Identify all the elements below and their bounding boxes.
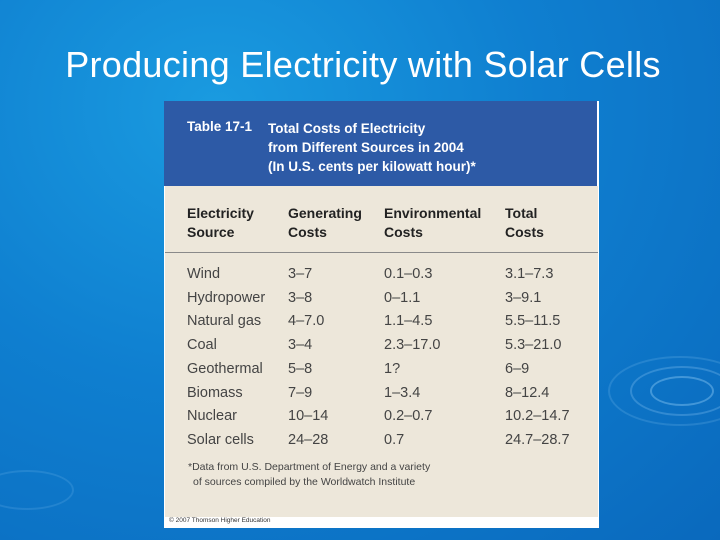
cell-source: Biomass [187, 384, 243, 401]
cell-generating-cost: 4–7.0 [288, 313, 325, 330]
table-body: Electricity Source Generating Costs Envi… [165, 186, 598, 517]
cell-environmental-cost: 2.3–17.0 [384, 337, 441, 354]
table-title: Total Costs of Electricity from Differen… [268, 119, 476, 176]
cell-environmental-cost: 0.7 [384, 431, 405, 448]
table-row: Wind 3–7 0.1–0.3 3.1–7.3 [165, 266, 598, 290]
table-title-line: from Different Sources in 2004 [268, 140, 464, 155]
cell-generating-cost: 7–9 [288, 384, 313, 401]
cell-total-cost: 10.2–14.7 [505, 408, 570, 425]
table-title-line: (In U.S. cents per kilowatt hour)* [268, 159, 476, 174]
table-row: Natural gas 4–7.0 1.1–4.5 5.5–11.5 [165, 313, 598, 337]
cell-environmental-cost: 0.2–0.7 [384, 408, 433, 425]
table-title-line: Total Costs of Electricity [268, 121, 426, 136]
cell-total-cost: 24.7–28.7 [505, 431, 570, 448]
cell-source: Wind [187, 266, 221, 282]
footnote-line: *Data from U.S. Department of Energy and… [188, 461, 431, 473]
footnote: *Data from U.S. Department of Energy and… [188, 460, 430, 490]
cell-generating-cost: 3–8 [288, 289, 313, 306]
table-label: Table 17-1 [187, 119, 253, 134]
water-ripple-decoration [608, 356, 720, 426]
copyright-notice: © 2007 Thomson Higher Education [169, 517, 271, 524]
cell-total-cost: 6–9 [505, 360, 530, 377]
cell-environmental-cost: 1.1–4.5 [384, 313, 433, 330]
table-card: Table 17-1 Total Costs of Electricity fr… [164, 101, 599, 528]
cell-total-cost: 8–12.4 [505, 384, 550, 401]
table-row: Hydropower 3–8 0–1.1 3–9.1 [165, 290, 598, 314]
header-divider [165, 252, 598, 253]
cell-source: Hydropower [187, 289, 266, 306]
cell-generating-cost: 24–28 [288, 431, 329, 448]
cell-source: Solar cells [187, 431, 254, 448]
cell-source: Geothermal [187, 360, 263, 377]
cell-generating-cost: 3–7 [288, 266, 313, 282]
cell-total-cost: 3.1–7.3 [505, 266, 554, 282]
table-row: Coal 3–4 2.3–17.0 5.3–21.0 [165, 337, 598, 361]
column-header-source: Electricity Source [187, 205, 254, 240]
cell-environmental-cost: 0–1.1 [384, 289, 421, 306]
cell-environmental-cost: 0.1–0.3 [384, 266, 433, 282]
cell-environmental-cost: 1? [384, 360, 401, 377]
column-header-total: Total Costs [505, 205, 544, 240]
cell-generating-cost: 10–14 [288, 408, 329, 425]
cell-source: Nuclear [187, 408, 237, 425]
cell-generating-cost: 5–8 [288, 360, 313, 377]
cell-total-cost: 5.5–11.5 [505, 313, 561, 330]
table-row: Geothermal 5–8 1? 6–9 [165, 361, 598, 385]
cell-source: Natural gas [187, 313, 262, 330]
table-row: Solar cells 24–28 0.7 24.7–28.7 [165, 432, 598, 456]
cell-source: Coal [187, 337, 217, 354]
table-header: Table 17-1 Total Costs of Electricity fr… [164, 101, 597, 186]
footnote-line: of sources compiled by the Worldwatch In… [193, 476, 416, 488]
cell-total-cost: 5.3–21.0 [505, 337, 562, 354]
column-header-generating: Generating Costs [288, 205, 362, 240]
table-row: Biomass 7–9 1–3.4 8–12.4 [165, 385, 598, 409]
cell-total-cost: 3–9.1 [505, 289, 542, 306]
column-header-environmental: Environmental Costs [384, 205, 482, 240]
table-row: Nuclear 10–14 0.2–0.7 10.2–14.7 [165, 408, 598, 432]
cell-generating-cost: 3–4 [288, 337, 313, 354]
water-ripple-decoration [0, 470, 74, 510]
slide-title: Producing Electricity with Solar Cells [65, 44, 661, 85]
cell-environmental-cost: 1–3.4 [384, 384, 421, 401]
